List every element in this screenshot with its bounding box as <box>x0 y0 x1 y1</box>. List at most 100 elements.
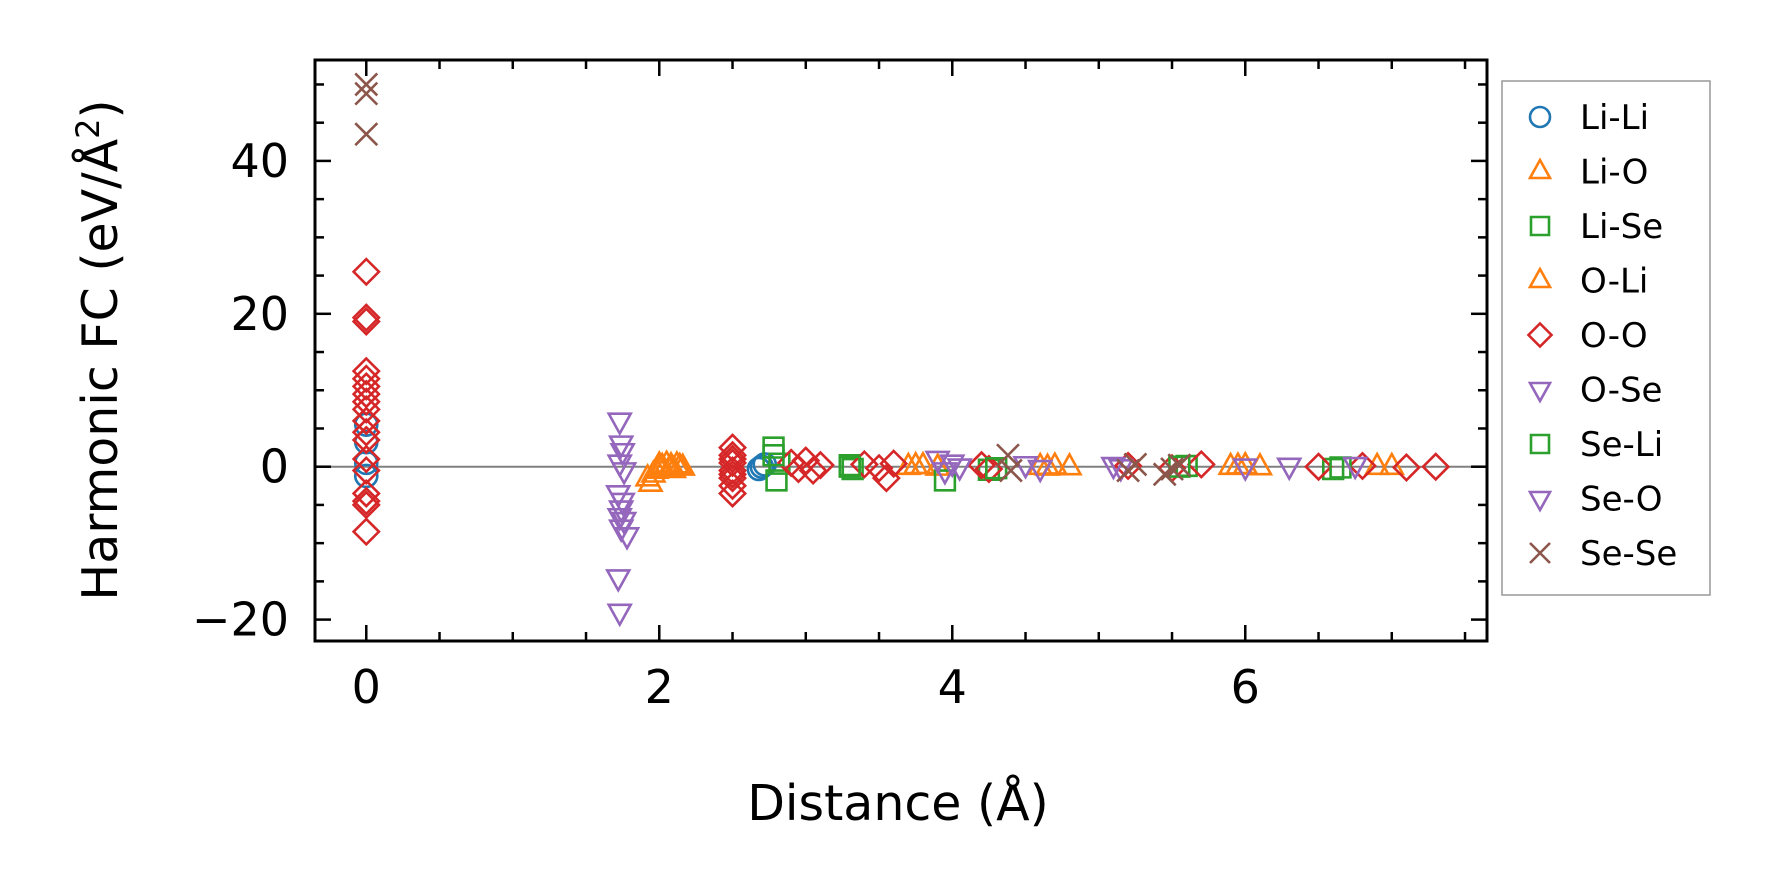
data-point <box>1341 456 1369 481</box>
data-point <box>663 449 691 474</box>
data-point <box>646 449 673 474</box>
data-point <box>1012 455 1039 480</box>
data-point <box>924 452 951 476</box>
legend: Li-Li Li-O Li-Se O-Li O-O O-Se Se-Li Se-O Se-Se <box>1501 80 1711 596</box>
data-point <box>351 394 381 424</box>
data-point <box>351 257 381 287</box>
legend-marker <box>1529 215 1551 237</box>
data-point <box>351 387 381 417</box>
x-tick-label: 2 <box>645 660 674 714</box>
data-point <box>718 459 748 489</box>
y-tick-label: 0 <box>260 440 289 494</box>
legend-marker <box>1529 542 1551 564</box>
data-point <box>946 458 973 483</box>
data-point <box>351 371 381 401</box>
data-point <box>1152 462 1177 487</box>
legend-label: Li-O <box>1580 153 1648 193</box>
data-point <box>1026 459 1054 484</box>
data-point <box>1391 452 1421 482</box>
data-point <box>606 507 633 532</box>
data-point <box>351 444 381 474</box>
data-point <box>351 456 381 486</box>
y-tick-label: 40 <box>230 134 289 188</box>
data-point <box>798 456 828 486</box>
data-point <box>765 469 788 492</box>
data-point <box>871 463 901 493</box>
axes: 0 2 4 6 −20 0 20 40 <box>192 58 1489 714</box>
legend-marker <box>1527 490 1553 513</box>
data-point <box>609 442 636 467</box>
data-point <box>939 454 966 479</box>
legend-marker <box>1529 433 1551 455</box>
data-point <box>354 81 379 106</box>
data-point <box>351 303 381 333</box>
data-point <box>924 450 951 475</box>
data-point <box>718 463 748 493</box>
data-point <box>613 527 641 551</box>
data-point <box>805 450 835 480</box>
data-point <box>762 444 785 467</box>
data-point <box>606 603 633 628</box>
legend-marker <box>1526 321 1554 349</box>
legend-label: Se-O <box>1580 480 1662 520</box>
data-point <box>607 435 635 460</box>
data-point <box>351 364 381 394</box>
data-point <box>718 456 748 486</box>
legend-marker <box>1528 105 1552 129</box>
series-se-li <box>762 444 1352 480</box>
data-point <box>864 453 894 483</box>
legend-label: O-Li <box>1580 262 1648 302</box>
series-se-o <box>924 450 1369 486</box>
data-point <box>669 452 696 476</box>
legend-label: O-Se <box>1580 371 1662 411</box>
data-point <box>1123 452 1148 477</box>
data-point <box>1167 453 1192 478</box>
data-point <box>1224 450 1252 475</box>
data-point <box>351 478 381 508</box>
data-point <box>351 406 381 436</box>
data-point <box>838 455 861 478</box>
data-point <box>351 306 381 336</box>
legend-label: Li-Se <box>1580 207 1663 247</box>
y-tick-label: 20 <box>230 287 289 341</box>
data-point <box>1186 449 1216 479</box>
data-point <box>1034 452 1061 476</box>
data-point <box>351 356 381 386</box>
data-point <box>351 517 381 547</box>
data-point <box>657 453 685 478</box>
data-point <box>1276 457 1303 482</box>
data-point <box>607 519 635 544</box>
data-point <box>718 444 748 474</box>
plot-area <box>315 72 1487 628</box>
legend-label: Se-Li <box>1580 425 1663 465</box>
legend-marker <box>1527 266 1553 289</box>
y-tick-label: −20 <box>192 593 289 647</box>
data-point <box>609 492 636 517</box>
series-o-se <box>605 412 641 628</box>
data-point <box>1421 452 1451 482</box>
x-axis-label: Distance (Å) <box>747 773 1049 832</box>
data-point <box>1321 457 1345 481</box>
legend-marker <box>1527 381 1553 404</box>
data-point <box>998 458 1023 483</box>
data-point <box>718 440 748 470</box>
data-point <box>967 450 997 480</box>
data-point <box>634 462 661 487</box>
data-point <box>1347 451 1377 481</box>
x-tick-label: 4 <box>938 660 967 714</box>
data-point <box>605 569 632 593</box>
legend-marker <box>1527 157 1553 180</box>
series-o-o <box>351 257 1451 547</box>
data-point <box>791 446 821 476</box>
data-point <box>996 443 1020 468</box>
legend-label: Li-Li <box>1580 98 1649 138</box>
plot-frame <box>313 58 1489 643</box>
data-point <box>351 425 381 455</box>
x-tick-label: 0 <box>352 660 381 714</box>
data-point <box>1160 457 1184 481</box>
data-point <box>902 450 929 475</box>
data-point <box>354 72 379 97</box>
data-point <box>879 449 909 479</box>
data-point <box>610 462 638 486</box>
data-point <box>606 412 633 437</box>
